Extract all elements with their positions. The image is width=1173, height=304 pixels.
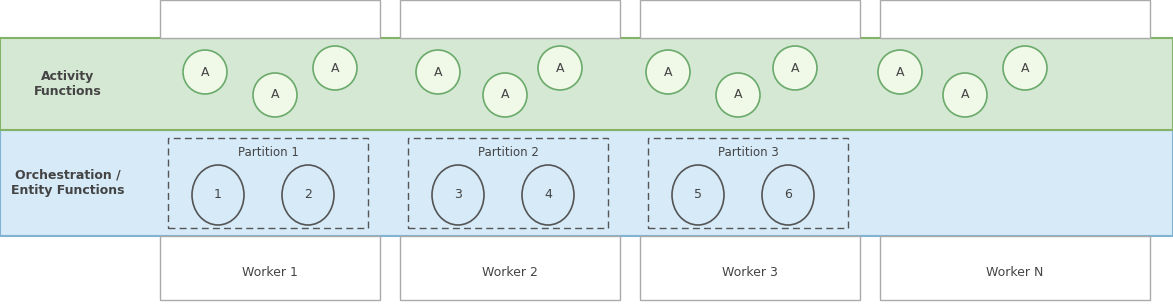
Circle shape bbox=[773, 46, 818, 90]
Text: Worker 2: Worker 2 bbox=[482, 265, 538, 278]
Text: Orchestration /
Entity Functions: Orchestration / Entity Functions bbox=[12, 169, 124, 197]
Circle shape bbox=[538, 46, 582, 90]
Text: 6: 6 bbox=[784, 188, 792, 202]
Text: Worker 3: Worker 3 bbox=[723, 265, 778, 278]
FancyBboxPatch shape bbox=[160, 236, 380, 300]
Text: Worker 1: Worker 1 bbox=[242, 265, 298, 278]
Text: A: A bbox=[501, 88, 509, 102]
Text: 1: 1 bbox=[213, 188, 222, 202]
Circle shape bbox=[879, 50, 922, 94]
Text: Activity
Functions: Activity Functions bbox=[34, 70, 102, 98]
Text: A: A bbox=[331, 61, 339, 74]
Text: Partition 1: Partition 1 bbox=[238, 146, 298, 158]
Circle shape bbox=[646, 50, 690, 94]
Circle shape bbox=[416, 50, 460, 94]
Text: A: A bbox=[734, 88, 743, 102]
Text: 3: 3 bbox=[454, 188, 462, 202]
Circle shape bbox=[253, 73, 297, 117]
Text: 2: 2 bbox=[304, 188, 312, 202]
Ellipse shape bbox=[282, 165, 334, 225]
FancyBboxPatch shape bbox=[640, 236, 860, 300]
Text: A: A bbox=[664, 65, 672, 78]
Ellipse shape bbox=[762, 165, 814, 225]
Ellipse shape bbox=[522, 165, 574, 225]
Text: A: A bbox=[556, 61, 564, 74]
Text: Worker N: Worker N bbox=[986, 265, 1044, 278]
FancyBboxPatch shape bbox=[400, 236, 621, 300]
FancyBboxPatch shape bbox=[880, 0, 1150, 38]
Ellipse shape bbox=[672, 165, 724, 225]
Text: A: A bbox=[1021, 61, 1029, 74]
Text: 4: 4 bbox=[544, 188, 552, 202]
Circle shape bbox=[483, 73, 527, 117]
Text: 5: 5 bbox=[694, 188, 701, 202]
Text: A: A bbox=[896, 65, 904, 78]
Text: Partition 3: Partition 3 bbox=[718, 146, 779, 158]
Text: A: A bbox=[791, 61, 799, 74]
Text: Partition 2: Partition 2 bbox=[477, 146, 538, 158]
Ellipse shape bbox=[432, 165, 484, 225]
FancyBboxPatch shape bbox=[160, 0, 380, 38]
FancyBboxPatch shape bbox=[0, 38, 1173, 130]
Circle shape bbox=[716, 73, 760, 117]
Circle shape bbox=[943, 73, 986, 117]
Text: A: A bbox=[201, 65, 209, 78]
FancyBboxPatch shape bbox=[640, 0, 860, 38]
Text: A: A bbox=[961, 88, 969, 102]
Text: A: A bbox=[434, 65, 442, 78]
Circle shape bbox=[1003, 46, 1047, 90]
FancyBboxPatch shape bbox=[0, 130, 1173, 236]
Text: A: A bbox=[271, 88, 279, 102]
FancyBboxPatch shape bbox=[880, 236, 1150, 300]
Circle shape bbox=[183, 50, 228, 94]
Ellipse shape bbox=[192, 165, 244, 225]
Circle shape bbox=[313, 46, 357, 90]
FancyBboxPatch shape bbox=[400, 0, 621, 38]
